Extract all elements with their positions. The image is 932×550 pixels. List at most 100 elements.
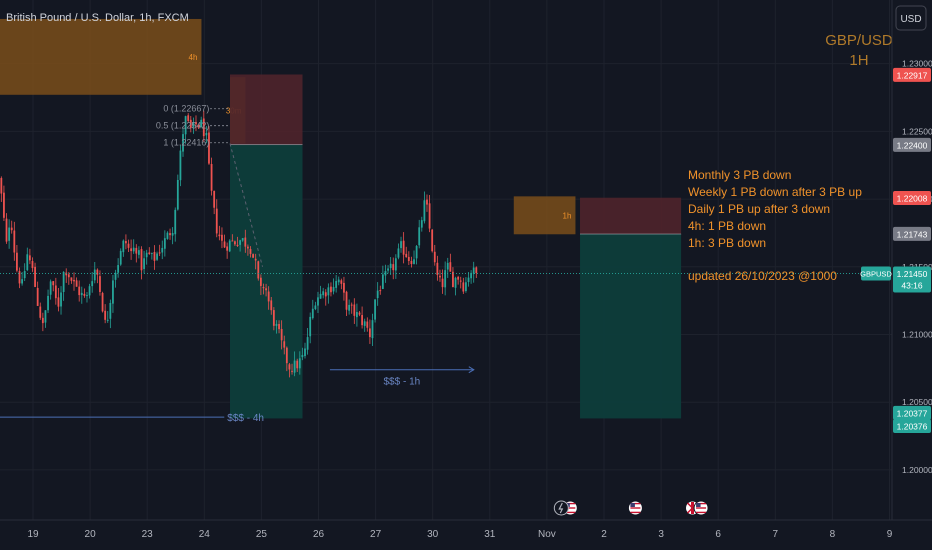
candle-down: [52, 281, 55, 286]
candle-up: [122, 240, 125, 253]
candle-up: [119, 250, 122, 265]
candle-down: [257, 261, 260, 279]
candle-down: [104, 310, 107, 320]
candle-down: [324, 292, 327, 297]
candle-up: [381, 274, 384, 289]
price-label-value: 1.22008: [897, 193, 928, 203]
candle-up: [314, 305, 317, 310]
candle-down: [213, 190, 216, 208]
candle-up: [317, 297, 319, 306]
candle-down: [283, 341, 286, 348]
y-tick-label: 1.20000: [902, 465, 932, 475]
candle-down: [36, 287, 39, 306]
candle-down: [0, 178, 3, 194]
candle-up: [472, 267, 475, 274]
candle-down: [31, 260, 34, 269]
candle-down: [18, 271, 21, 284]
candle-up: [171, 232, 174, 236]
candle-up: [239, 240, 242, 245]
candle-up: [322, 291, 325, 296]
candle-down: [358, 312, 361, 315]
candle-down: [75, 280, 78, 287]
note-line: 4h: 1 PB down: [688, 219, 766, 233]
note-line: Monthly 3 PB down: [688, 168, 791, 182]
candle-up: [301, 354, 304, 358]
note-line: Weekly 1 PB down after 3 PB up: [688, 185, 862, 199]
candle-up: [387, 268, 389, 271]
candle-up: [470, 272, 473, 279]
candle-down: [96, 269, 99, 275]
candle-up: [384, 271, 387, 276]
candle-down: [353, 304, 356, 316]
candle-up: [86, 295, 88, 297]
candle-down: [195, 122, 197, 125]
symbol-title[interactable]: British Pound / U.S. Dollar, 1h, FXCM: [6, 12, 189, 24]
price-label: [893, 266, 931, 293]
candle-down: [83, 293, 86, 296]
candle-down: [210, 163, 213, 191]
candle-down: [291, 370, 293, 372]
candle-down: [436, 262, 439, 276]
candle-up: [150, 252, 153, 254]
candle-up: [332, 287, 335, 292]
candle-down: [457, 276, 460, 280]
candle-down: [392, 264, 395, 271]
candle-down: [78, 286, 81, 296]
candle-up: [337, 279, 340, 283]
candle-down: [3, 192, 5, 218]
candle-up: [423, 200, 426, 222]
symbol-tag: [861, 266, 891, 281]
candle-down: [262, 287, 265, 289]
candle-down: [343, 282, 345, 293]
price-label: [893, 137, 931, 152]
candle-down: [135, 247, 138, 254]
candle-up: [420, 220, 423, 228]
candle-down: [345, 291, 348, 310]
candle-up: [363, 321, 366, 326]
candle-down: [57, 297, 60, 307]
candle-up: [137, 250, 140, 255]
candle-up: [143, 258, 145, 269]
candle-down: [462, 282, 465, 292]
candle-up: [306, 337, 309, 350]
candle-down: [140, 249, 143, 271]
currency-button-label[interactable]: USD: [900, 14, 921, 25]
zone-stop: [580, 197, 682, 235]
candle-down: [130, 248, 133, 252]
fib-label: 0.5 (1.22542): [156, 121, 210, 131]
currency-button-box[interactable]: [895, 5, 927, 31]
candle-down: [10, 227, 13, 231]
time-axis[interactable]: 19 20 23 24 25 26 27 30 31 Nov 2 3 6 7 8 9: [27, 529, 892, 540]
candle-up: [200, 119, 203, 128]
candle-up: [174, 209, 177, 235]
candle-up: [192, 122, 195, 128]
candle-down: [452, 271, 454, 288]
candle-down: [431, 229, 434, 252]
liquidity-label: $$$ - 1h: [384, 377, 421, 388]
x-tick-label: 20: [85, 529, 97, 540]
candle-down: [441, 278, 444, 288]
candle-down: [288, 364, 291, 370]
currency-button[interactable]: USD: [895, 5, 927, 31]
candle-down: [340, 280, 343, 284]
candle-up: [161, 247, 164, 253]
candle-down: [169, 233, 171, 236]
candle-up: [44, 310, 47, 323]
candle-down: [270, 300, 273, 311]
y-tick-label: 1.20500: [902, 397, 932, 407]
candle-up: [228, 240, 231, 252]
candle-down: [405, 253, 408, 258]
candle-down: [70, 277, 73, 281]
candle-down: [278, 323, 280, 330]
candle-down: [41, 317, 44, 324]
x-tick-label: 26: [313, 529, 325, 540]
watermark-line1: GBP/USD: [825, 32, 893, 49]
candle-down: [231, 240, 234, 242]
candle-up: [374, 299, 376, 320]
candle-up: [132, 247, 135, 252]
candle-down: [330, 286, 332, 293]
fib-label: 0 (1.22667): [163, 104, 209, 114]
candle-down: [254, 258, 257, 261]
candle-up: [465, 282, 467, 292]
